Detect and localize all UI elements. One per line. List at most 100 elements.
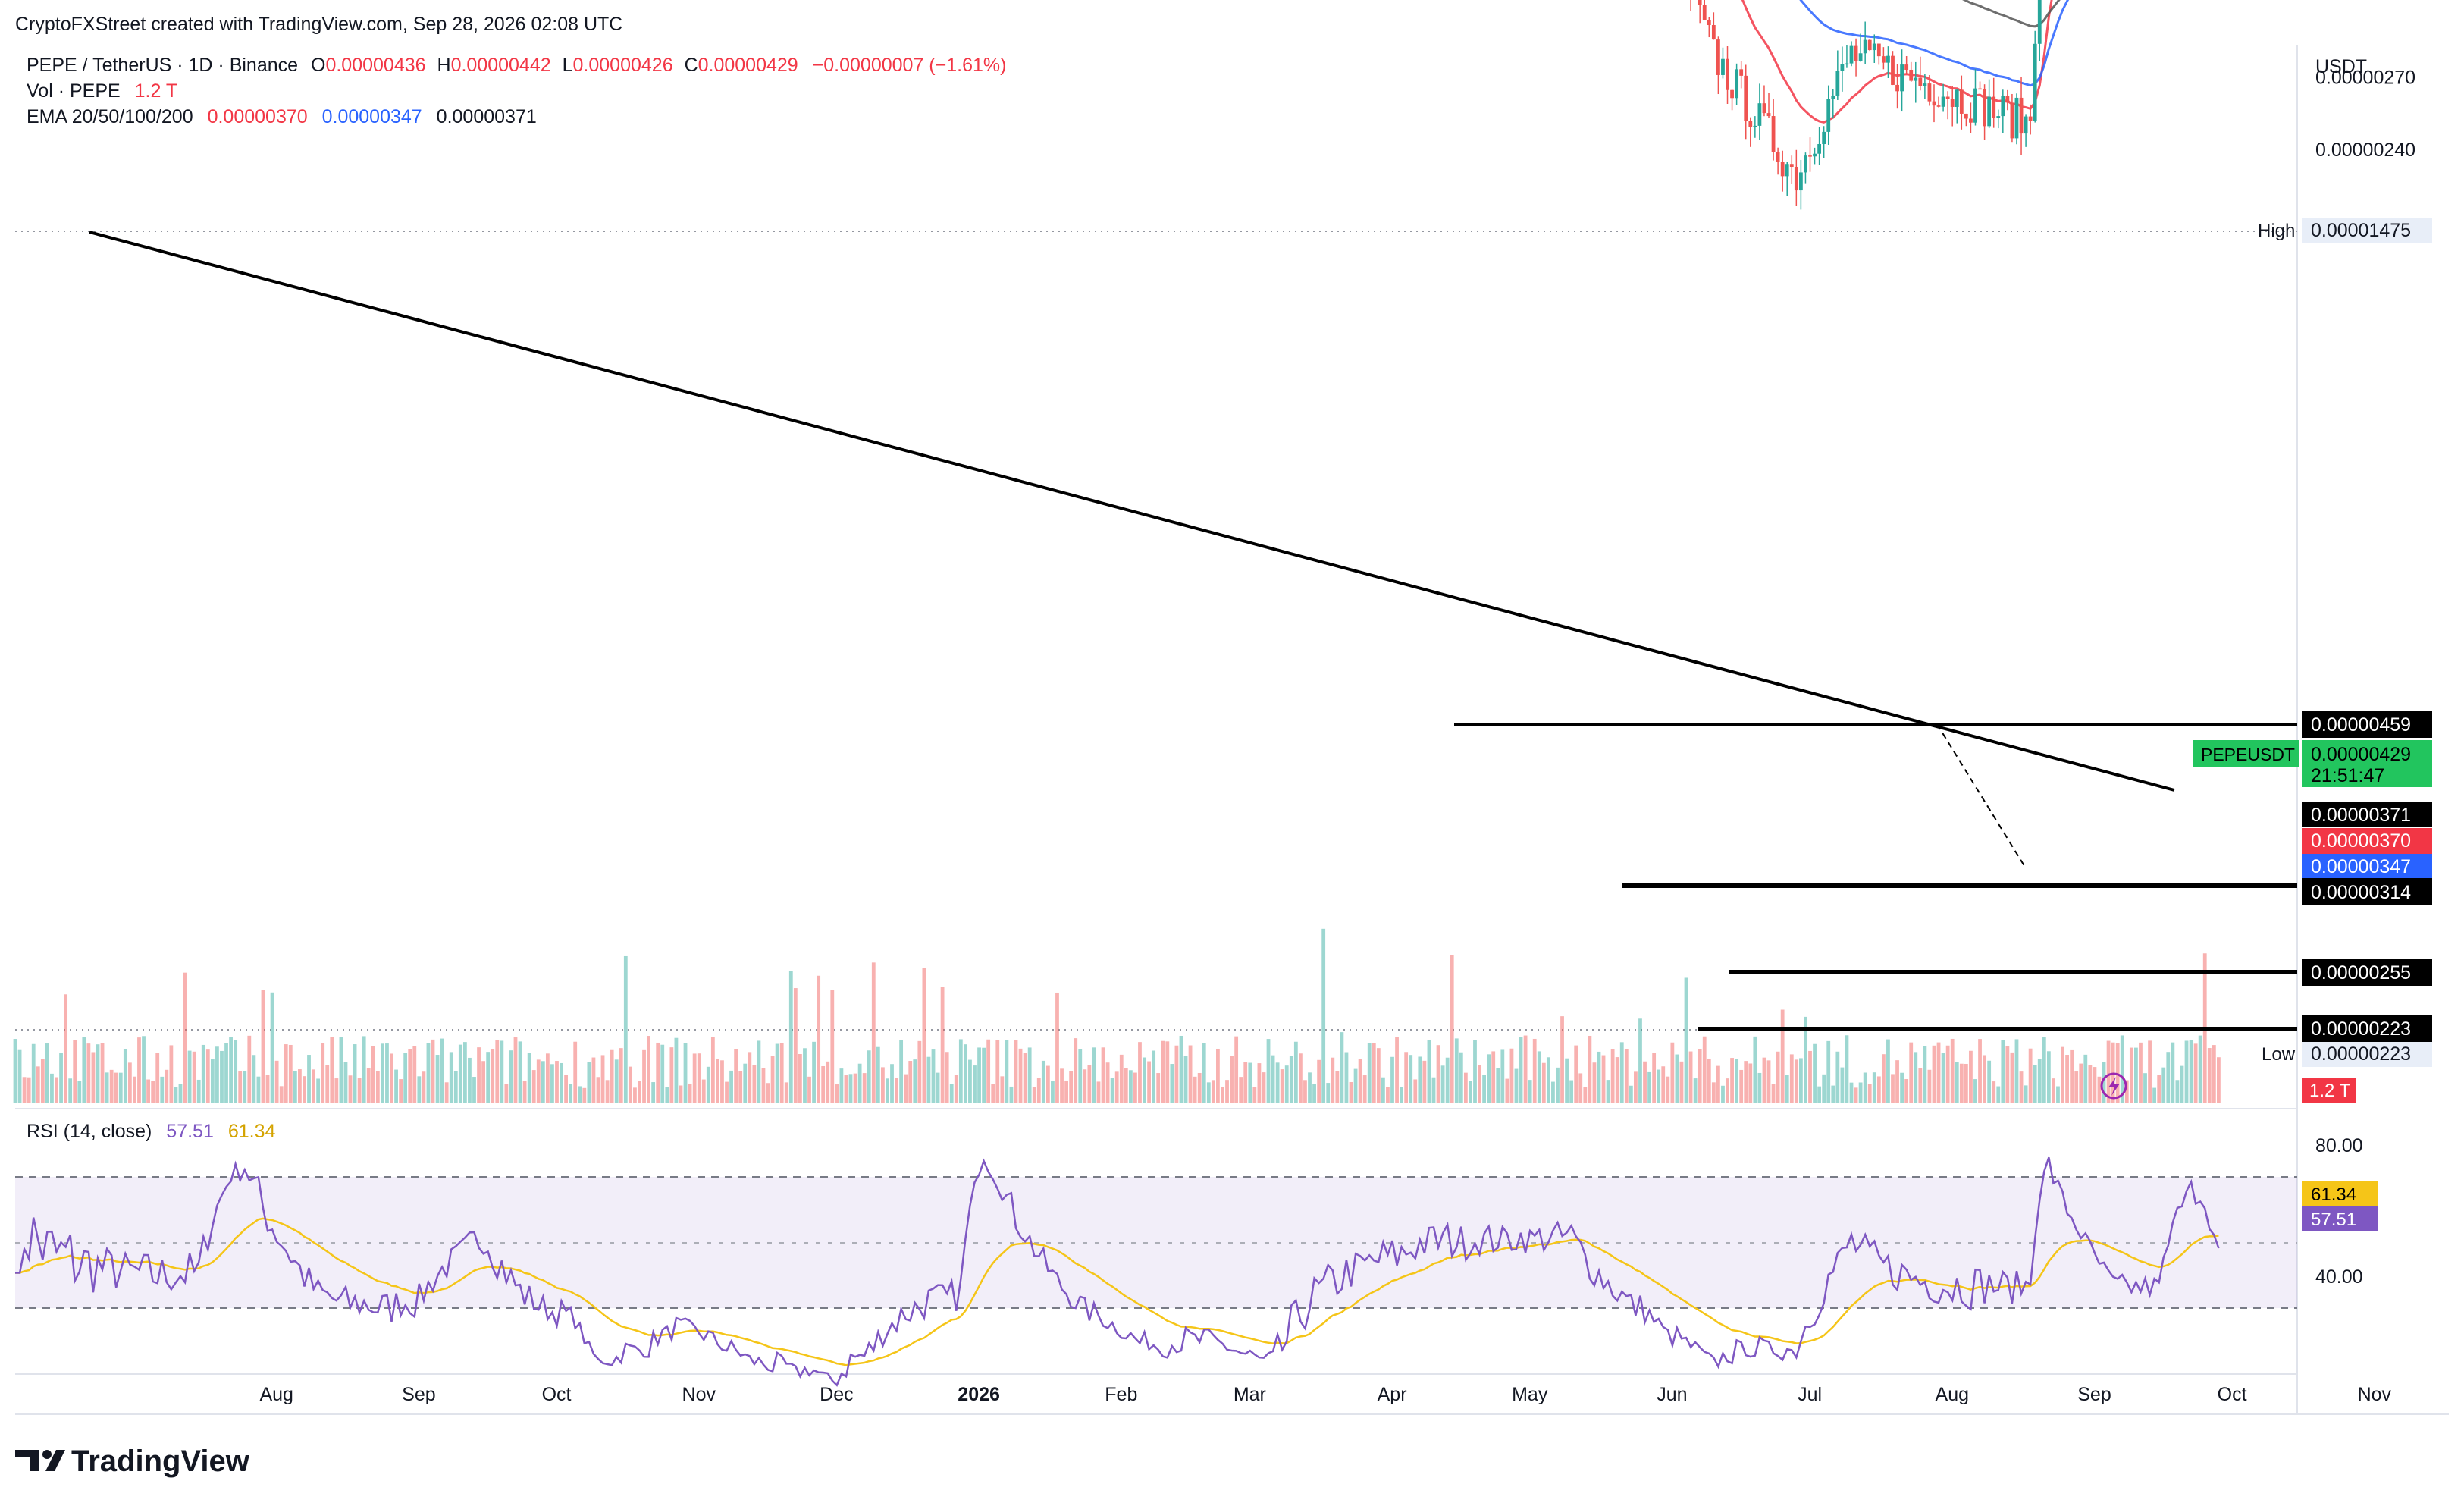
volume-bar [1509, 1048, 1514, 1103]
candle [2024, 114, 2028, 147]
volume-bar [160, 1076, 165, 1103]
low-badge-value: 0.00000223 [2311, 1043, 2411, 1065]
volume-bar [1661, 1066, 1666, 1103]
volume-bar [1744, 1061, 1748, 1103]
candle [1721, 47, 1725, 79]
volume-bar [660, 1044, 665, 1103]
legend-symbol[interactable]: PEPE / TetherUS · 1D · Binance O0.000004… [27, 55, 1006, 76]
volume-bar [2088, 1065, 2093, 1103]
volume-bar [1367, 1043, 1372, 1103]
level-459-value: 0.00000459 [2311, 714, 2411, 736]
candle [1794, 149, 1798, 206]
volume-bar [1505, 1078, 1509, 1103]
volume-bar [196, 1079, 201, 1103]
candle-body [2028, 116, 2033, 121]
volume-bar [2010, 1052, 2014, 1103]
volume-bar [1804, 1016, 1807, 1103]
candle [1927, 74, 1932, 106]
candle [1914, 61, 1918, 103]
volume-bar [353, 1044, 357, 1103]
volume-bar [431, 1039, 435, 1103]
rsi-ma-badge [2302, 1181, 2378, 1206]
volume-bar [1959, 1063, 1964, 1103]
volume-bar [1923, 1046, 1927, 1103]
time-tick-label: Aug [1936, 1384, 1969, 1405]
volume-bar [1105, 1062, 1110, 1103]
volume-bar [403, 1053, 408, 1103]
legend-ema20-value: 0.00000370 [208, 106, 308, 127]
descending-trendline[interactable] [89, 231, 2175, 792]
volume-bar [710, 1037, 715, 1103]
ema50-badge-value: 0.00000347 [2311, 856, 2411, 877]
volume-bar [252, 1055, 256, 1103]
candle [1826, 85, 1831, 145]
volume-bar [2079, 1063, 2083, 1103]
volume-bar [1789, 1054, 1794, 1103]
volume-bar [1707, 1059, 1711, 1103]
volume-bar [1739, 1069, 1744, 1103]
time-axis[interactable]: Aug Sep Oct Nov Dec 2026 Feb Mar Apr May Jun Jul Aug… [259, 1384, 2391, 1405]
candle [1973, 69, 1977, 126]
candle-body [1748, 121, 1753, 127]
candle [1900, 49, 1904, 112]
volume-bar [2014, 1039, 2019, 1103]
volume-bar [1638, 1018, 1642, 1103]
volume-bar [1597, 1051, 1601, 1103]
legend-volume[interactable]: Vol · PEPE 1.2 T [27, 80, 177, 102]
candle-body [1822, 131, 1826, 145]
volume-bar [1349, 1081, 1353, 1103]
candle-body [1721, 58, 1725, 75]
volume-bar [303, 1076, 306, 1103]
symbol-badge [2193, 740, 2299, 767]
volume-bar [1262, 1072, 1266, 1103]
volume-bar [1183, 1056, 1188, 1103]
volume-bar [2070, 1049, 2074, 1103]
tradingview-logo[interactable]: TradingView [15, 1445, 250, 1478]
level-314-badge [2302, 878, 2432, 905]
volume-bar [2033, 1065, 2037, 1103]
volume-bar [2019, 1071, 2024, 1103]
candle [1748, 117, 1753, 147]
ema100-badge-value: 0.00000371 [2311, 805, 2411, 826]
volume-bar [1450, 955, 1454, 1103]
candle [1753, 116, 1757, 138]
candle [1757, 83, 1762, 140]
volume-bar [876, 1046, 880, 1103]
volume-bar [265, 1075, 270, 1103]
volume-bar [1331, 1057, 1335, 1103]
lightning-icon[interactable] [2100, 1072, 2127, 1100]
volume-bar [371, 1046, 375, 1103]
volume-bar [2212, 1045, 2216, 1103]
volume-bar [357, 1078, 362, 1103]
volume-bar [1478, 1065, 1481, 1103]
volume-bar [945, 1052, 949, 1103]
legend-ema[interactable]: EMA 20/50/100/200 0.00000370 0.00000347 … [27, 106, 537, 127]
volume-bar [1973, 1079, 1977, 1103]
price-axis[interactable]: 0.000020000.000017000.000013000.00001150… [2315, 0, 2415, 161]
candle [1835, 50, 1840, 100]
rsi-legend[interactable]: RSI (14, close) 57.51 61.34 [27, 1121, 275, 1142]
candle [1707, 17, 1711, 38]
volume-bar [155, 1053, 160, 1103]
volume-bar [31, 1043, 36, 1103]
volume-bar [1601, 1055, 1606, 1103]
volume-bar [174, 1087, 178, 1103]
candle-body [1849, 45, 1854, 64]
volume-bar [1629, 1085, 1633, 1103]
volume-bar [417, 1076, 422, 1103]
volume-bar [2157, 1075, 2161, 1103]
volume-bar [1299, 1053, 1303, 1103]
volume-bar [1326, 1083, 1331, 1103]
candle [1964, 113, 1968, 127]
volume-bar [1615, 1057, 1619, 1103]
volume-bar [1771, 1084, 1776, 1103]
candle [1831, 89, 1835, 119]
volume-bar [1914, 1052, 1918, 1103]
volume-bar [1955, 1062, 1959, 1103]
volume-bar [1353, 1068, 1358, 1103]
candle [1918, 56, 1923, 91]
volume-bar [1753, 1036, 1757, 1103]
volume-bar [96, 1044, 100, 1103]
currency-label[interactable]: USDT [2315, 56, 2367, 77]
